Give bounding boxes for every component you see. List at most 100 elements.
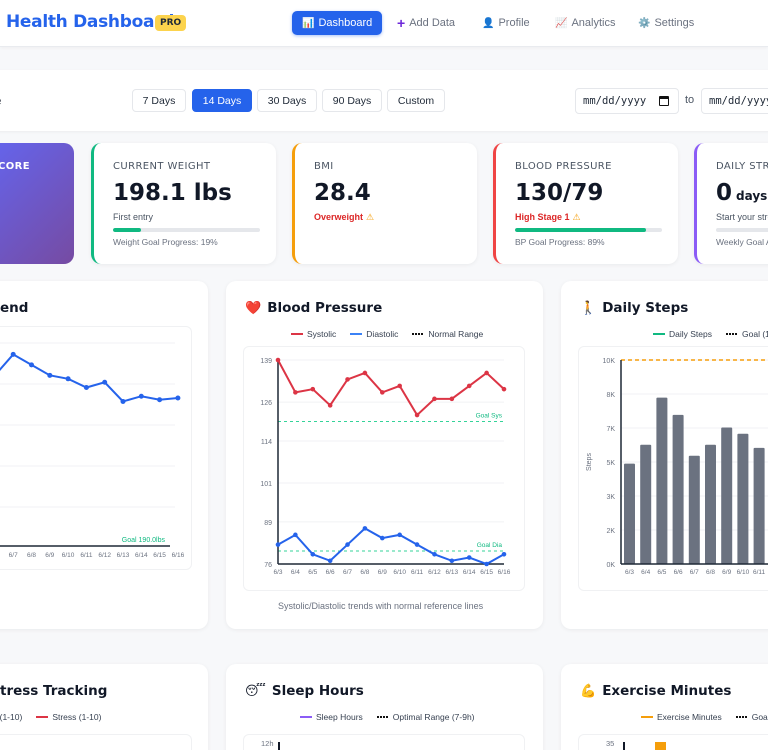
legend-optimal-range[interactable]: Optimal Range (7-9h)	[376, 712, 475, 722]
diastolic-point	[310, 551, 316, 557]
legend-swatch	[291, 333, 303, 335]
legend-swatch	[735, 716, 748, 718]
nav-analytics[interactable]: 📈 Analytics	[545, 11, 625, 35]
chart-icon: 📊	[302, 17, 315, 29]
panel-title: 💪 Exercise Minutes	[580, 683, 731, 699]
diastolic-line	[277, 527, 505, 566]
calendar-icon[interactable]	[659, 96, 669, 106]
systolic-point	[432, 396, 437, 402]
analytics-icon: 📈	[555, 17, 568, 29]
nav-label: Analytics	[571, 17, 616, 29]
range-14-days[interactable]: 14 Days	[192, 89, 252, 112]
diastolic-point	[293, 532, 298, 538]
x-tick-label: 6/6	[326, 569, 335, 576]
legend-swatch	[300, 716, 312, 718]
legend-stress[interactable]: Stress (1-10)	[36, 712, 101, 722]
plot-area	[578, 734, 768, 750]
nav-profile[interactable]: 👤 Profile	[472, 11, 540, 35]
x-tick-label: 6/12	[98, 552, 111, 559]
range-30-days[interactable]: 30 Days	[257, 89, 317, 112]
legend-diastolic[interactable]: Diastolic	[350, 329, 398, 339]
bp-progress-bar	[515, 228, 662, 232]
legend-exercise-minutes[interactable]: Exercise Minutes	[641, 712, 722, 722]
date-placeholder: mm/dd/yyyy	[709, 95, 768, 107]
progress-label: Weight Goal Progress: 19%	[113, 237, 218, 247]
card-label: DAILY STREAK	[716, 161, 768, 172]
current-weight-card: CURRENT WEIGHT 198.1 lbs First entry Wei…	[91, 143, 276, 264]
x-tick-label: 6/11	[753, 569, 766, 576]
nav-dashboard[interactable]: 📊 Dashboard	[292, 11, 383, 35]
legend-goal[interactable]: Goal	[735, 712, 768, 722]
chart-legend: Exercise Minutes Goal	[641, 712, 768, 722]
x-tick-label: 6/10	[737, 569, 750, 576]
weight-chart: Goal 190.0lbs6/36/46/56/66/76/86/96/106/…	[0, 342, 185, 559]
diastolic-point	[380, 535, 385, 541]
card-subtext: High Stage 1 ⚠	[515, 212, 581, 223]
sleeping-face-icon: 😴	[245, 684, 266, 699]
card-value: 130/79	[515, 180, 604, 206]
y-tick-label: 139	[260, 358, 272, 365]
brand-title[interactable]: Health Dashboard	[6, 12, 175, 32]
systolic-point	[275, 357, 281, 363]
panel-title-text: Sleep Hours	[271, 683, 364, 699]
card-subtext: Overweight ⚠	[314, 212, 374, 223]
user-icon: 👤	[482, 17, 495, 29]
panel-title: 🚶 Daily Steps	[580, 300, 688, 316]
steps-bar	[672, 414, 684, 564]
range-7-days[interactable]: 7 Days	[132, 89, 186, 112]
weight-point	[83, 385, 89, 391]
card-label: BMI	[314, 161, 334, 172]
systolic-point	[414, 412, 420, 418]
weight-point	[175, 395, 181, 401]
legend-swatch	[726, 333, 738, 335]
legend-normal-range[interactable]: Normal Range	[412, 329, 483, 339]
y-tick-label: 10K	[603, 358, 616, 365]
card-subtext: Start your streak	[716, 212, 768, 222]
date-to-input[interactable]: mm/dd/yyyy	[701, 88, 768, 114]
top-navbar: Health Dashboard PRO 📊 Dashboard + Add D…	[0, 0, 768, 47]
x-tick-label: 6/5	[657, 569, 666, 576]
legend-daily-steps[interactable]: Daily Steps	[653, 329, 712, 339]
y-tick-label: 114	[261, 439, 272, 446]
weight-point	[29, 362, 34, 368]
nav-label: Add Data	[409, 17, 456, 29]
y-tick-label: 76	[264, 562, 272, 569]
x-tick-label: 6/8	[360, 569, 369, 576]
panel-title-text: Daily Steps	[602, 300, 689, 316]
legend-goal[interactable]: Goal (10K)	[726, 329, 768, 339]
x-tick-label: 6/4	[641, 569, 650, 576]
flexed-bicep-icon: 💪	[580, 684, 597, 699]
nav-add-data[interactable]: + Add Data	[387, 11, 465, 35]
systolic-point	[293, 390, 298, 395]
legend-label: Systolic	[307, 329, 337, 339]
nav-settings[interactable]: ⚙️ Settings	[628, 11, 704, 35]
nav-label: Profile	[498, 17, 530, 29]
card-label: BLOOD PRESSURE	[515, 161, 612, 172]
x-tick-label: 6/4	[291, 569, 300, 576]
diastolic-point	[501, 551, 507, 557]
date-from-input[interactable]: mm/dd/yyyy	[575, 88, 679, 114]
legend-swatch	[653, 333, 665, 335]
card-value: 0 days	[716, 180, 767, 206]
to-label: to	[685, 94, 695, 106]
legend-label: Exercise Minutes	[657, 712, 722, 722]
systolic-line	[277, 359, 505, 417]
legend-sleep-hours[interactable]: Sleep Hours	[300, 712, 363, 722]
exercise-minutes-panel: 💪 Exercise Minutes Exercise Minutes Goal …	[561, 664, 768, 750]
progress-label: Weekly Goal Achievement	[716, 237, 768, 247]
x-tick-label: 6/7	[9, 552, 18, 559]
daily-steps-panel: 🚶 Daily Steps Daily Steps Goal (10K) 0K 2K…	[561, 281, 768, 629]
panel-title: ❤️ Blood Pressure	[245, 300, 382, 316]
systolic-point	[484, 370, 489, 376]
legend-mood-label[interactable]: Mood (1-10)	[0, 712, 22, 722]
streak-value: 0	[716, 180, 733, 206]
x-tick-label: 6/9	[45, 552, 54, 559]
range-90-days[interactable]: 90 Days	[322, 89, 382, 112]
weight-point	[138, 393, 144, 399]
x-tick-label: 6/15	[153, 552, 166, 559]
legend-systolic[interactable]: Systolic	[291, 329, 336, 339]
exercise-bar	[655, 742, 666, 750]
card-value: 28.4	[314, 180, 371, 206]
range-custom[interactable]: Custom	[387, 89, 445, 112]
legend-label: Goal (10K)	[742, 329, 768, 339]
